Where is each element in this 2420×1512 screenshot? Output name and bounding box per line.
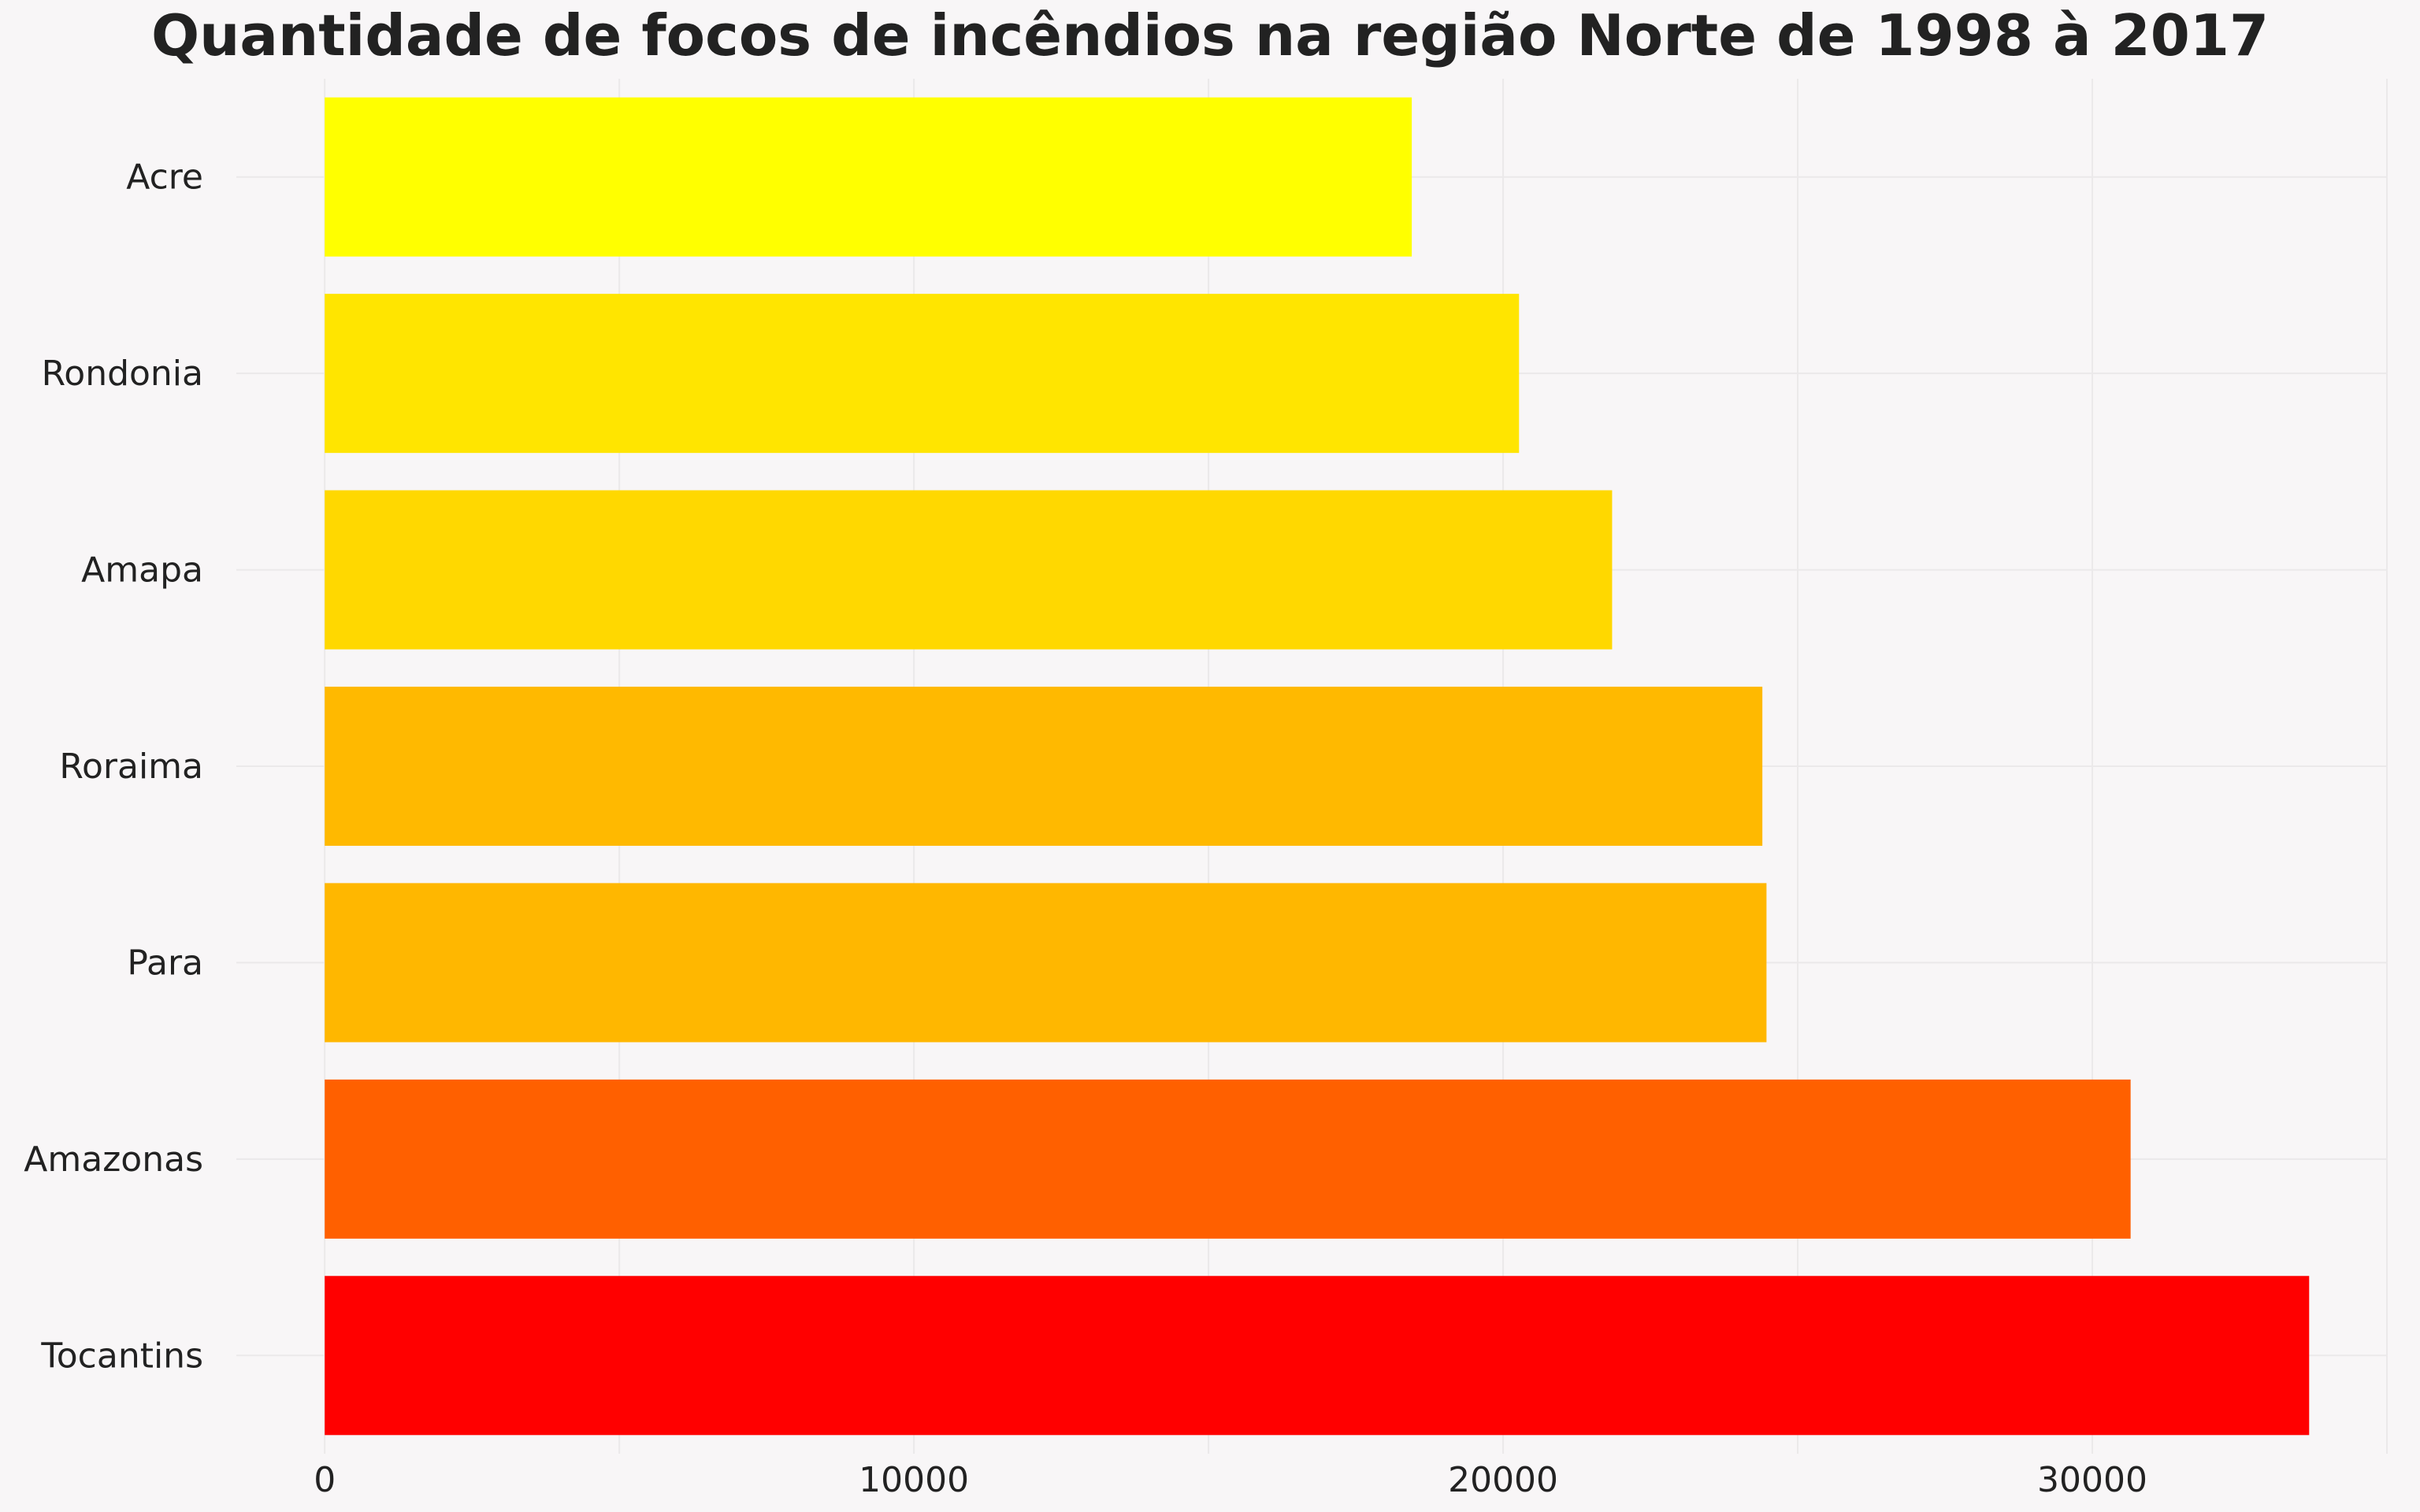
bar-para [325,883,1767,1043]
x-tick-label: 10000 [859,1460,969,1500]
category-label: Amazonas [24,1140,203,1180]
category-label: Roraima [59,747,203,787]
bar-roraima [325,686,1763,847]
bar-rondonia [325,294,1520,454]
bar-amazonas [325,1079,2131,1239]
bar-tocantins [325,1276,2310,1436]
category-label: Rondonia [42,354,203,394]
bar-amapa [325,490,1613,650]
x-tick-label: 30000 [2037,1460,2147,1500]
chart-title: Quantidade de focos de incêndios na regi… [151,2,2269,69]
category-label: Para [127,943,203,983]
x-tick-label: 0 [314,1460,336,1500]
bar-acre [325,97,1412,257]
category-labels: Acre Rondonia Amapa Roraima Para Amazonas Toca… [24,158,203,1377]
category-label: Amapa [81,550,203,591]
category-label: Tocantins [40,1336,203,1376]
x-tick-labels: 0 10000 20000 30000 [314,1460,2147,1500]
bars [325,97,2310,1436]
category-label: Acre [126,158,203,198]
x-tick-label: 20000 [1448,1460,1558,1500]
